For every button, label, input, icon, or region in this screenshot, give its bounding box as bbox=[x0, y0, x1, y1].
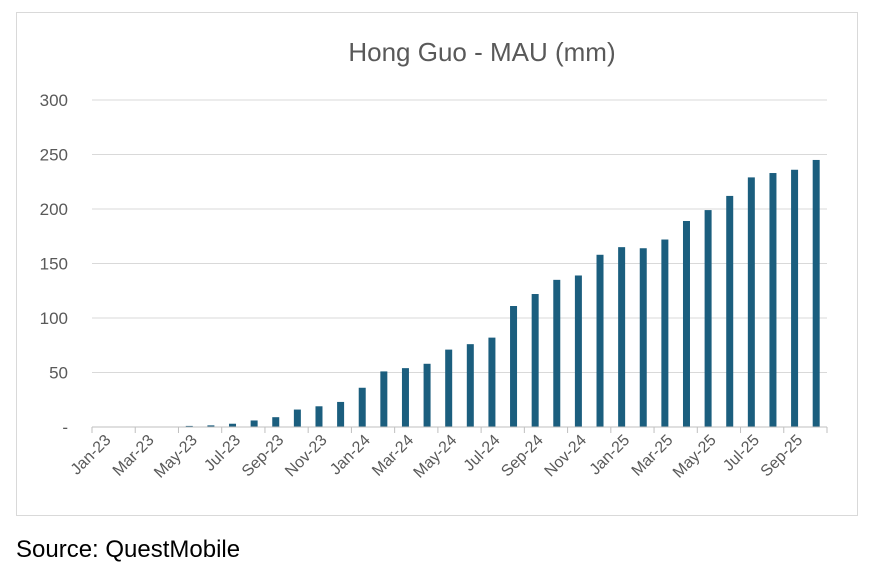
bar bbox=[639, 248, 647, 427]
y-axis-tick-labels: - 50 100 150 200 250 300 bbox=[40, 91, 68, 437]
x-tick-label: Mar-24 bbox=[369, 432, 417, 480]
bar bbox=[682, 220, 690, 427]
bar bbox=[791, 169, 799, 427]
bar bbox=[185, 425, 193, 427]
bar bbox=[272, 417, 280, 427]
bar bbox=[337, 401, 345, 427]
y-tick-label: 300 bbox=[40, 91, 68, 110]
bar bbox=[661, 239, 669, 427]
x-tick-label: Jan-25 bbox=[587, 432, 634, 479]
gridlines bbox=[92, 99, 827, 373]
bar bbox=[380, 371, 388, 427]
x-tick-label: Sep-25 bbox=[758, 432, 807, 481]
bar bbox=[596, 254, 604, 427]
bar bbox=[466, 344, 474, 427]
bar bbox=[726, 195, 734, 427]
x-tick-label: Nov-23 bbox=[282, 432, 331, 481]
x-tick-label: Jan-24 bbox=[327, 432, 374, 479]
bar bbox=[315, 406, 323, 427]
x-tick-label: Jan-23 bbox=[68, 432, 115, 479]
bar bbox=[574, 275, 582, 427]
x-tick-label: May-23 bbox=[151, 432, 201, 482]
x-tick-label: Mar-23 bbox=[110, 432, 158, 480]
chart-title: Hong Guo - MAU (mm) bbox=[348, 37, 615, 67]
x-tick-label: Sep-24 bbox=[498, 432, 547, 481]
y-tick-label: 250 bbox=[40, 146, 68, 165]
x-tick-label: Sep-23 bbox=[239, 432, 288, 481]
x-axis-ticks bbox=[91, 427, 828, 433]
y-tick-label: 50 bbox=[49, 364, 68, 383]
bar bbox=[769, 173, 777, 427]
bar bbox=[423, 363, 431, 427]
y-tick-label: 100 bbox=[40, 309, 68, 328]
bar bbox=[510, 306, 518, 427]
x-tick-label: Nov-24 bbox=[542, 432, 591, 481]
x-tick-label: May-24 bbox=[411, 432, 461, 482]
bars bbox=[185, 159, 820, 427]
bar bbox=[618, 247, 626, 427]
bar bbox=[229, 423, 237, 427]
bar bbox=[553, 279, 561, 427]
x-tick-label: May-25 bbox=[670, 432, 720, 482]
bar bbox=[445, 349, 453, 427]
x-tick-label: Mar-25 bbox=[629, 432, 677, 480]
bar bbox=[250, 420, 258, 427]
bar bbox=[358, 387, 366, 427]
bar bbox=[704, 210, 712, 427]
bar bbox=[531, 294, 539, 427]
bar bbox=[293, 409, 301, 427]
y-tick-label: 200 bbox=[40, 200, 68, 219]
bar bbox=[812, 159, 820, 427]
y-tick-label: - bbox=[62, 418, 68, 437]
bar-chart: Hong Guo - MAU (mm) - 50 100 150 200 250 300 J… bbox=[40, 37, 828, 482]
bar bbox=[401, 368, 409, 427]
bar bbox=[488, 337, 496, 427]
bar bbox=[207, 425, 215, 427]
y-tick-label: 150 bbox=[40, 255, 68, 274]
bar bbox=[747, 177, 755, 427]
source-note: Source: QuestMobile bbox=[16, 536, 241, 563]
